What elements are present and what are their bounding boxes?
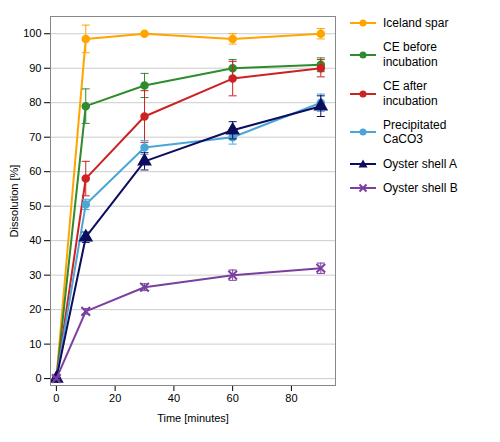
svg-text:60: 60 (29, 165, 41, 177)
html-text:CE after incubation: CE after incubation (383, 79, 438, 108)
svg-text:Time [minutes]: Time [minutes] (157, 412, 229, 424)
svg-text:40: 40 (168, 392, 180, 404)
html-text:Precipitated CaCO3: Precipitated CaCO3 (383, 118, 447, 147)
svg-text:80: 80 (29, 96, 41, 108)
svg-text:60: 60 (227, 392, 239, 404)
svg-text:0: 0 (53, 392, 59, 404)
html-text:Oyster shell B: Oyster shell B (383, 181, 458, 196)
html-text:Iceland spar: Iceland spar (383, 16, 449, 30)
svg-text:100: 100 (23, 27, 41, 39)
svg-text:10: 10 (29, 338, 41, 350)
svg-text:20: 20 (109, 392, 121, 404)
svg-text:20: 20 (29, 303, 41, 315)
html-text:Oyster shell A: Oyster shell A (383, 156, 457, 171)
svg-text:40: 40 (29, 234, 41, 246)
svg-text:70: 70 (29, 131, 41, 143)
svg-text:80: 80 (285, 392, 297, 404)
svg-text:90: 90 (29, 62, 41, 74)
svg-text:0: 0 (35, 372, 41, 384)
svg-text:30: 30 (29, 269, 41, 281)
svg-text:Dissolution [%]: Dissolution [%] (8, 165, 20, 238)
html-text:CE before incubation: CE before incubation (383, 40, 438, 69)
svg-text:50: 50 (29, 200, 41, 212)
